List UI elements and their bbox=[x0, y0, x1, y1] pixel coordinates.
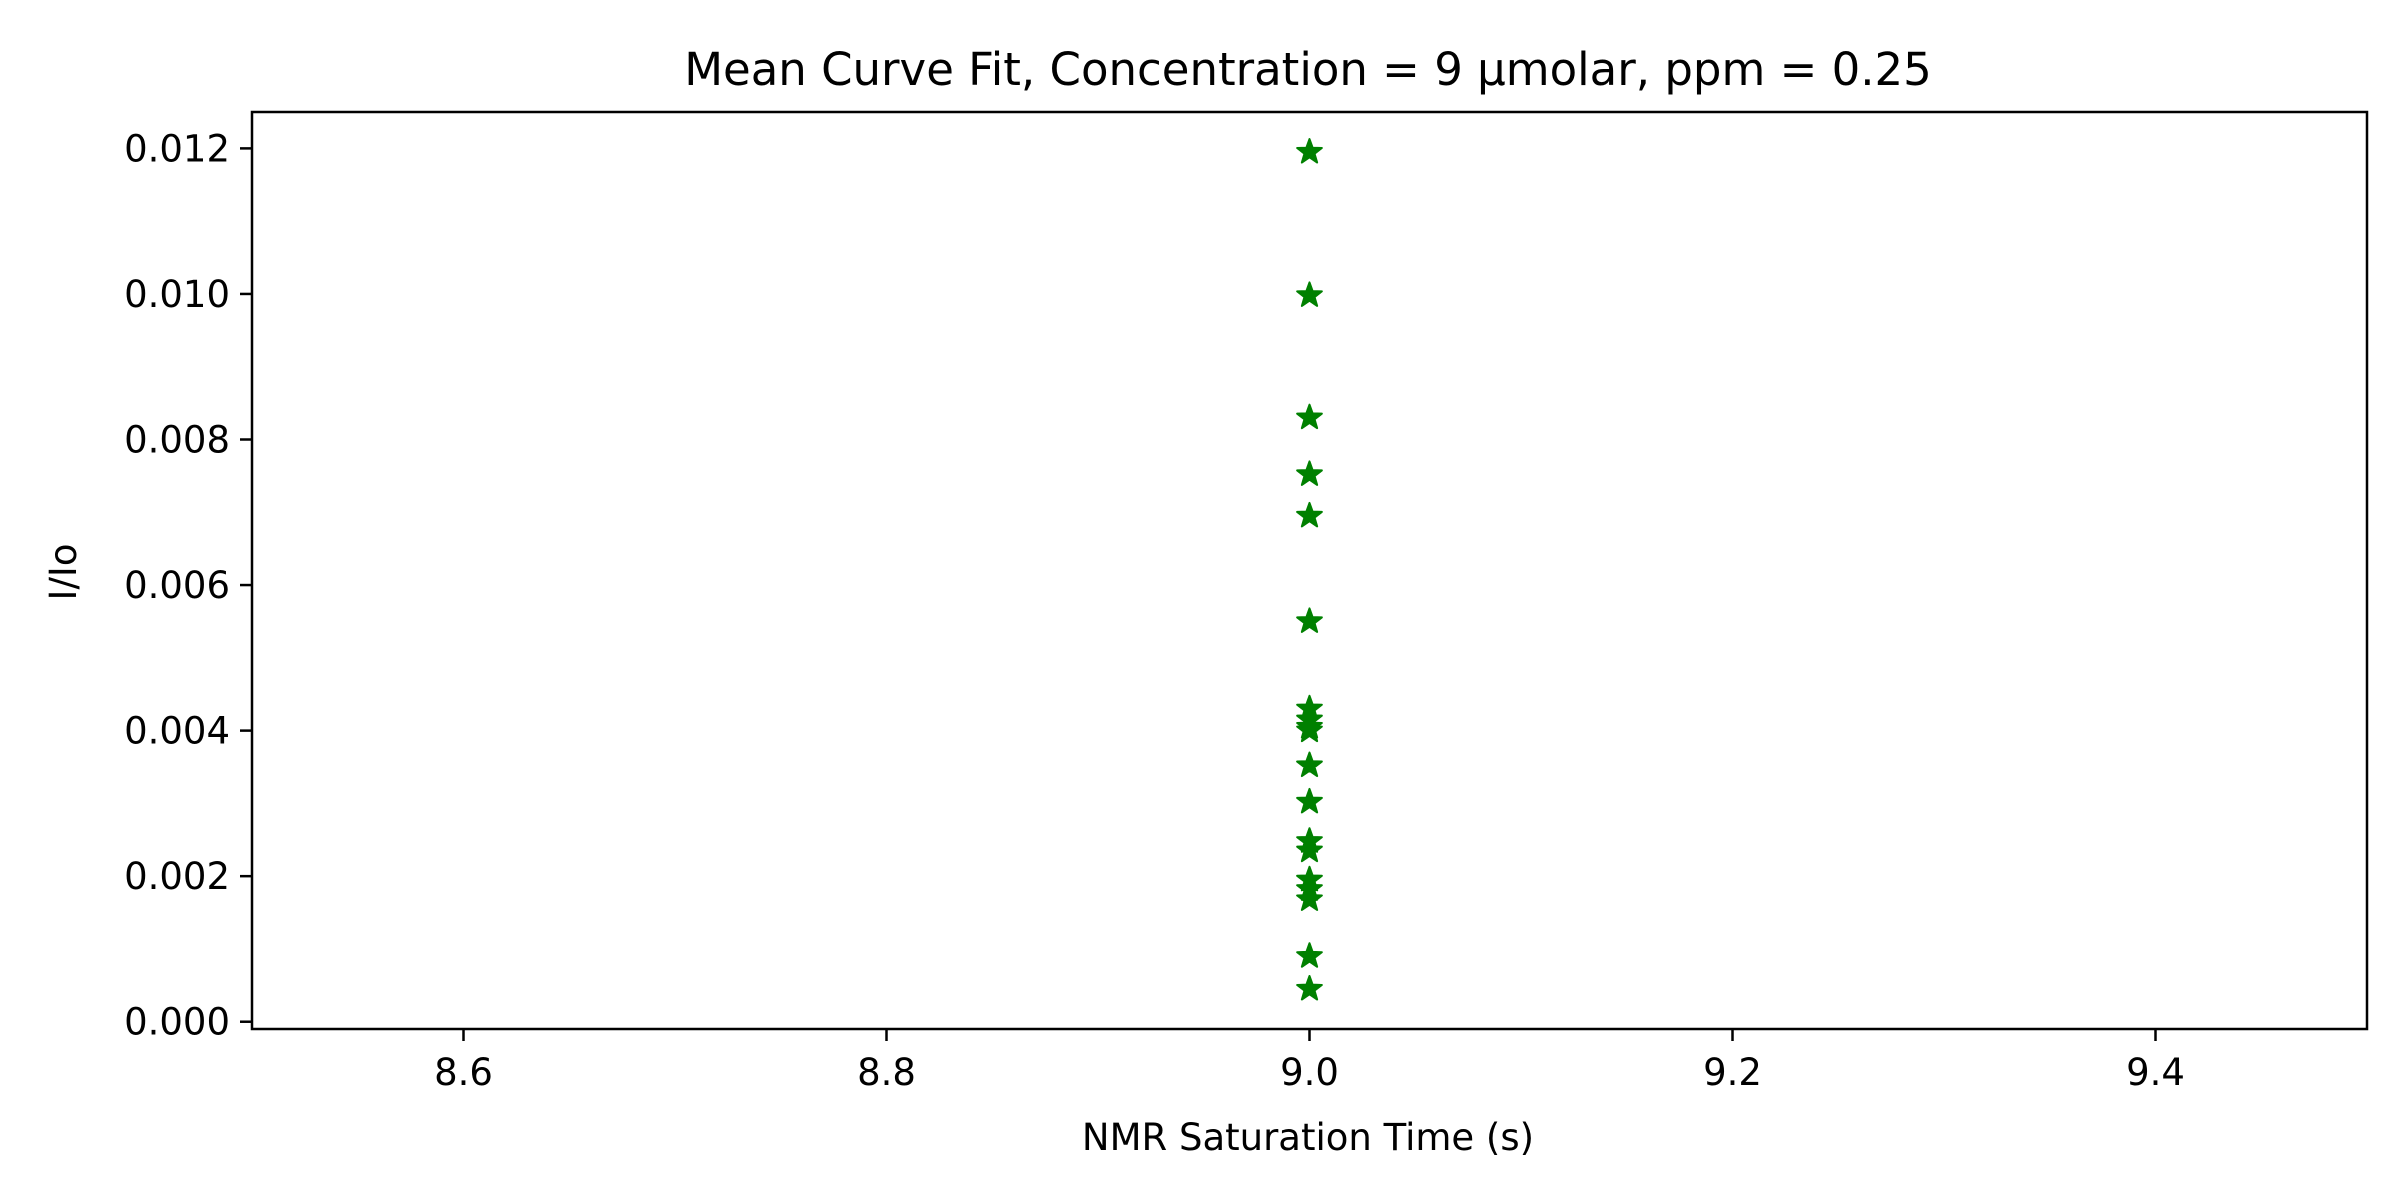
data-point-star bbox=[1296, 836, 1323, 863]
x-tick-label: 9.0 bbox=[1280, 1051, 1339, 1094]
y-tick-label: 0.012 bbox=[124, 127, 230, 170]
y-tick-label: 0.000 bbox=[124, 1001, 230, 1044]
y-tick-label: 0.008 bbox=[124, 419, 230, 462]
data-point-star bbox=[1296, 138, 1323, 164]
data-point-star bbox=[1296, 712, 1323, 739]
data-point-star bbox=[1296, 460, 1323, 486]
data-point-star bbox=[1296, 281, 1323, 307]
x-tick-label: 8.8 bbox=[857, 1051, 916, 1094]
y-tick-label: 0.004 bbox=[124, 710, 230, 753]
data-point-star bbox=[1296, 751, 1323, 778]
x-tick-label: 8.6 bbox=[434, 1051, 493, 1094]
x-axis: 8.6 8.8 9.0 9.2 9.4 bbox=[434, 1029, 2185, 1094]
y-axis: 0.000 0.002 0.004 0.006 0.008 0.010 0.012 bbox=[124, 127, 252, 1044]
data-point-star bbox=[1296, 607, 1323, 633]
x-tick-label: 9.4 bbox=[2126, 1051, 2185, 1094]
data-point-star bbox=[1296, 787, 1323, 814]
data-point-star bbox=[1296, 974, 1323, 1001]
data-point-star bbox=[1296, 885, 1323, 911]
data-series bbox=[1296, 138, 1323, 1001]
y-axis-label: I/Io bbox=[42, 544, 85, 601]
y-tick-label: 0.006 bbox=[124, 564, 230, 607]
data-point-star bbox=[1296, 942, 1323, 968]
y-tick-label: 0.010 bbox=[124, 273, 230, 316]
x-axis-label: NMR Saturation Time (s) bbox=[1082, 1116, 1534, 1159]
x-tick-label: 9.2 bbox=[1703, 1051, 1762, 1094]
data-point-star bbox=[1296, 501, 1323, 528]
data-point-star bbox=[1296, 403, 1323, 430]
plot-area bbox=[1296, 138, 1323, 1001]
chart-title: Mean Curve Fit, Concentration = 9 µmolar… bbox=[684, 43, 1932, 96]
y-tick-label: 0.002 bbox=[124, 855, 230, 898]
